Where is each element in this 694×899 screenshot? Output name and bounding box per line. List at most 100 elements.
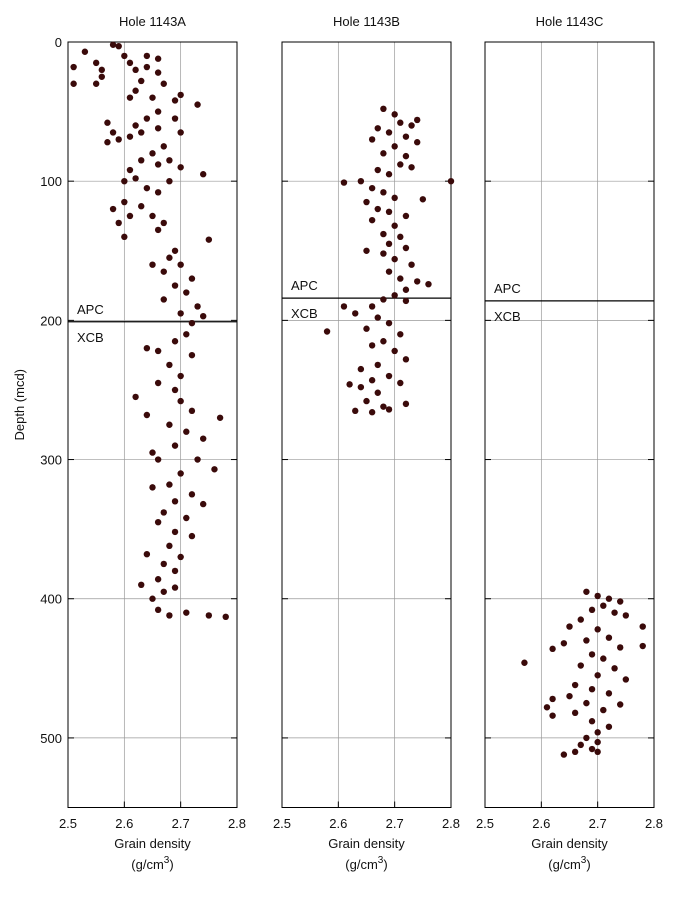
data-point [385,240,393,248]
data-point [177,164,184,171]
boundary-label: XCB [291,306,318,321]
data-point [402,356,410,363]
data-point [81,48,89,55]
data-point [171,247,179,254]
unit-superscript: 3 [581,855,587,866]
data-point [352,407,359,415]
x-tick-label: 2.5 [273,816,291,831]
data-point [121,233,128,241]
data-point [121,177,128,185]
data-point [571,709,579,717]
data-point [200,500,207,508]
data-point [622,676,630,683]
data-point [391,222,398,229]
data-point [583,699,590,707]
x-tick-label: 2.6 [532,816,550,831]
data-point [160,80,167,87]
data-point [171,528,179,536]
data-point [380,150,387,157]
data-point [109,205,117,213]
data-point [154,226,162,234]
data-point [194,303,201,310]
data-point [171,567,179,575]
data-point [617,644,624,651]
data-point [160,588,167,595]
data-point [402,400,410,408]
data-point [149,150,156,157]
data-point [323,328,331,335]
data-point [126,166,134,174]
data-point [138,203,145,210]
data-point [194,101,201,108]
data-point [188,275,196,282]
data-point [132,393,139,401]
data-point [571,748,579,756]
unit-text: ) [586,857,590,872]
data-point [583,637,590,644]
data-point [149,595,156,602]
data-point [639,623,646,630]
data-point [391,143,398,150]
data-point [402,152,410,160]
data-point [166,542,173,550]
data-point [368,377,376,384]
data-point [109,41,117,48]
data-point [160,296,167,303]
y-axis-label: Depth (mcd) [12,369,27,441]
data-point [154,69,162,76]
unit-superscript: 3 [164,855,170,866]
data-point [414,116,421,124]
data-point [115,42,122,50]
data-point [397,161,404,168]
data-point [177,470,184,477]
data-point [194,456,201,463]
panel-title: Hole 1143A [119,14,186,29]
data-point [160,268,167,275]
data-point [104,139,111,146]
data-point [121,198,128,206]
data-point [154,518,162,526]
data-point [166,612,173,619]
data-point [447,177,455,185]
data-point [160,219,167,227]
y-tick-label: 0 [55,35,62,50]
x-axis-unit: (g/cm3) [131,855,173,872]
y-tick-label: 500 [40,731,62,746]
data-point [143,63,151,71]
data-point [391,194,398,202]
data-point [402,297,410,305]
data-point [126,212,134,220]
y-tick-label: 300 [40,453,62,468]
data-point [594,738,601,746]
data-point [385,319,393,327]
data-point [380,338,387,345]
data-point [560,640,568,647]
x-tick-label: 2.5 [476,816,494,831]
data-point [222,613,229,621]
data-point [600,706,607,714]
data-point [115,219,122,227]
data-point [391,347,398,355]
data-point [177,310,184,317]
boundary-label: APC [291,278,318,293]
data-point [363,325,370,332]
data-point [177,553,184,561]
data-point [549,645,556,653]
data-point [352,310,359,317]
data-point [391,111,398,118]
panel-title: Hole 1143C [536,14,604,29]
data-point [138,581,145,589]
data-point [617,598,624,605]
data-point [211,466,218,473]
data-point [171,282,179,289]
data-point [149,212,156,220]
data-point [183,514,190,522]
data-point [154,161,162,168]
data-point [126,133,134,140]
data-point [560,751,568,758]
data-point [408,122,415,129]
data-point [397,275,404,282]
data-point [171,442,179,449]
plot-frame [281,41,452,808]
